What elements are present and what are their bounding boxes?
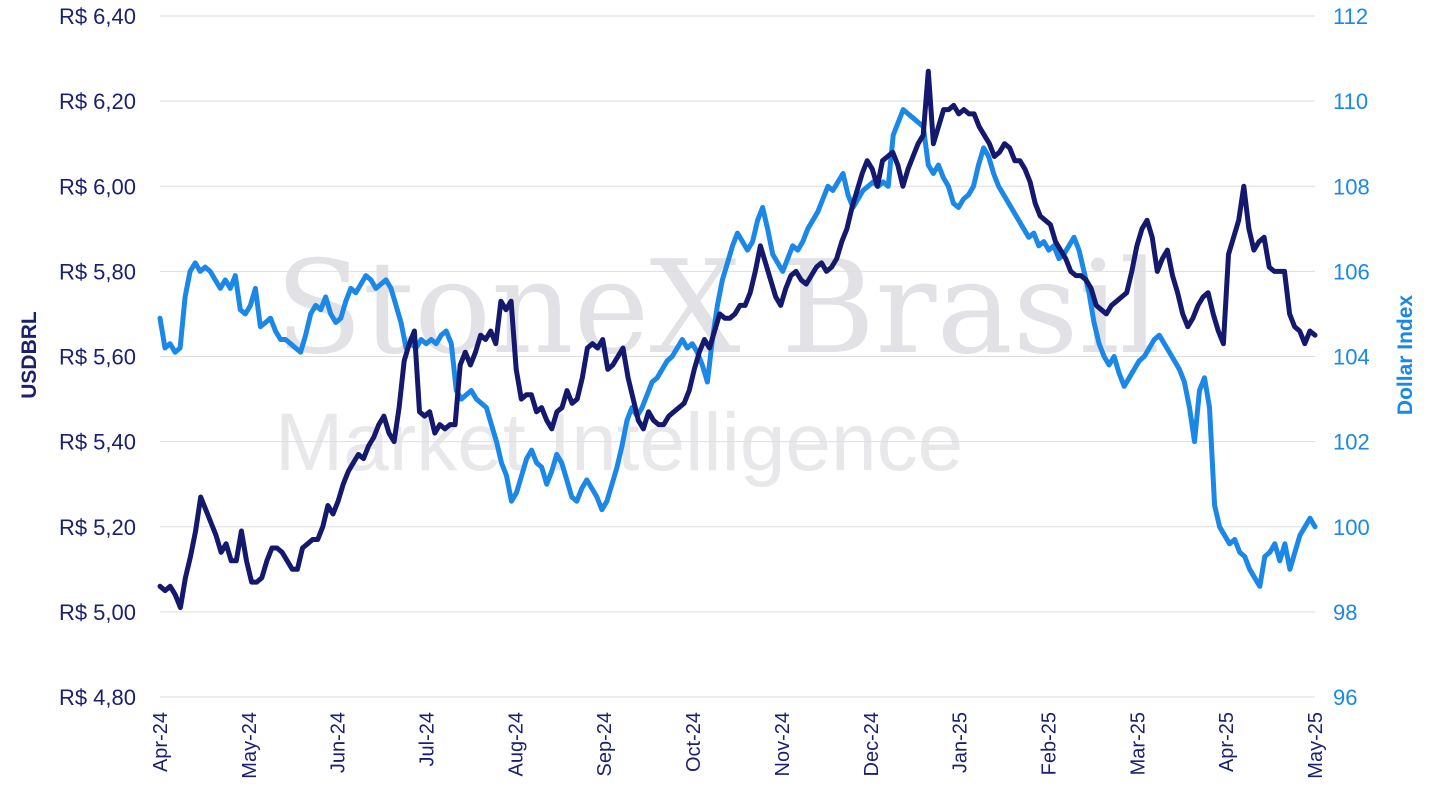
x-tick-label: Oct-24 xyxy=(683,712,705,772)
dollar-index-line xyxy=(157,107,1318,589)
x-tick-label: Nov-24 xyxy=(772,712,794,776)
y2-tick-label: 96 xyxy=(1333,685,1357,710)
watermark: StoneX Brasil Market Intelligence xyxy=(275,234,1160,488)
y-tick-label: R$ 5,40 xyxy=(59,430,136,455)
y-tick-label: R$ 6,40 xyxy=(59,4,136,29)
usdbrl-line xyxy=(157,68,1318,611)
y2-tick-label: 108 xyxy=(1333,174,1370,199)
y-axis-title: USDBRL xyxy=(18,311,41,399)
y2-tick-label: 106 xyxy=(1333,259,1370,284)
x-tick-label: Jul-24 xyxy=(417,712,439,766)
x-tick-label: May-24 xyxy=(239,712,261,779)
y-tick-label: R$ 5,80 xyxy=(59,259,136,284)
y-tick-label: R$ 5,20 xyxy=(59,515,136,540)
x-tick-label: Sep-24 xyxy=(594,712,616,777)
x-tick-label: May-25 xyxy=(1305,712,1327,779)
y2-tick-label: 100 xyxy=(1333,515,1370,540)
x-tick-label: Apr-25 xyxy=(1216,712,1238,772)
left-axis-ticks: R$ 4,80 R$ 5,00 R$ 5,20 R$ 5,40 R$ 5,60 R$ 5,… xyxy=(59,4,136,710)
x-tick-label: Aug-24 xyxy=(505,712,527,777)
y2-axis-title: Dollar Index xyxy=(1394,295,1417,416)
y2-tick-label: 104 xyxy=(1333,345,1370,370)
x-tick-label: Jan-25 xyxy=(950,712,972,773)
y-tick-label: R$ 6,20 xyxy=(59,89,136,114)
y-tick-label: R$ 6,00 xyxy=(59,174,136,199)
x-tick-label: Apr-24 xyxy=(150,712,172,772)
x-tick-label: Jun-24 xyxy=(328,712,350,773)
x-tick-label: Dec-24 xyxy=(861,712,883,776)
y-tick-label: R$ 5,00 xyxy=(59,600,136,625)
right-axis-ticks: 96 98 100 102 104 106 108 110 112 xyxy=(1333,4,1370,710)
watermark-line-2: Market Intelligence xyxy=(275,397,963,488)
x-tick-label: Mar-25 xyxy=(1127,712,1149,775)
y2-tick-label: 112 xyxy=(1333,4,1368,29)
x-axis-ticks: Apr-24 May-24 Jun-24 Jul-24 Aug-24 Sep-24 Oct-… xyxy=(150,712,1327,779)
y2-tick-label: 102 xyxy=(1333,430,1370,455)
y-tick-label: R$ 5,60 xyxy=(59,345,136,370)
series-layer xyxy=(157,68,1318,611)
y2-tick-label: 110 xyxy=(1333,89,1368,114)
y-tick-label: R$ 4,80 xyxy=(59,685,136,710)
grid-lines xyxy=(160,15,1315,698)
y2-tick-label: 98 xyxy=(1333,600,1357,625)
x-tick-label: Feb-25 xyxy=(1038,712,1060,775)
